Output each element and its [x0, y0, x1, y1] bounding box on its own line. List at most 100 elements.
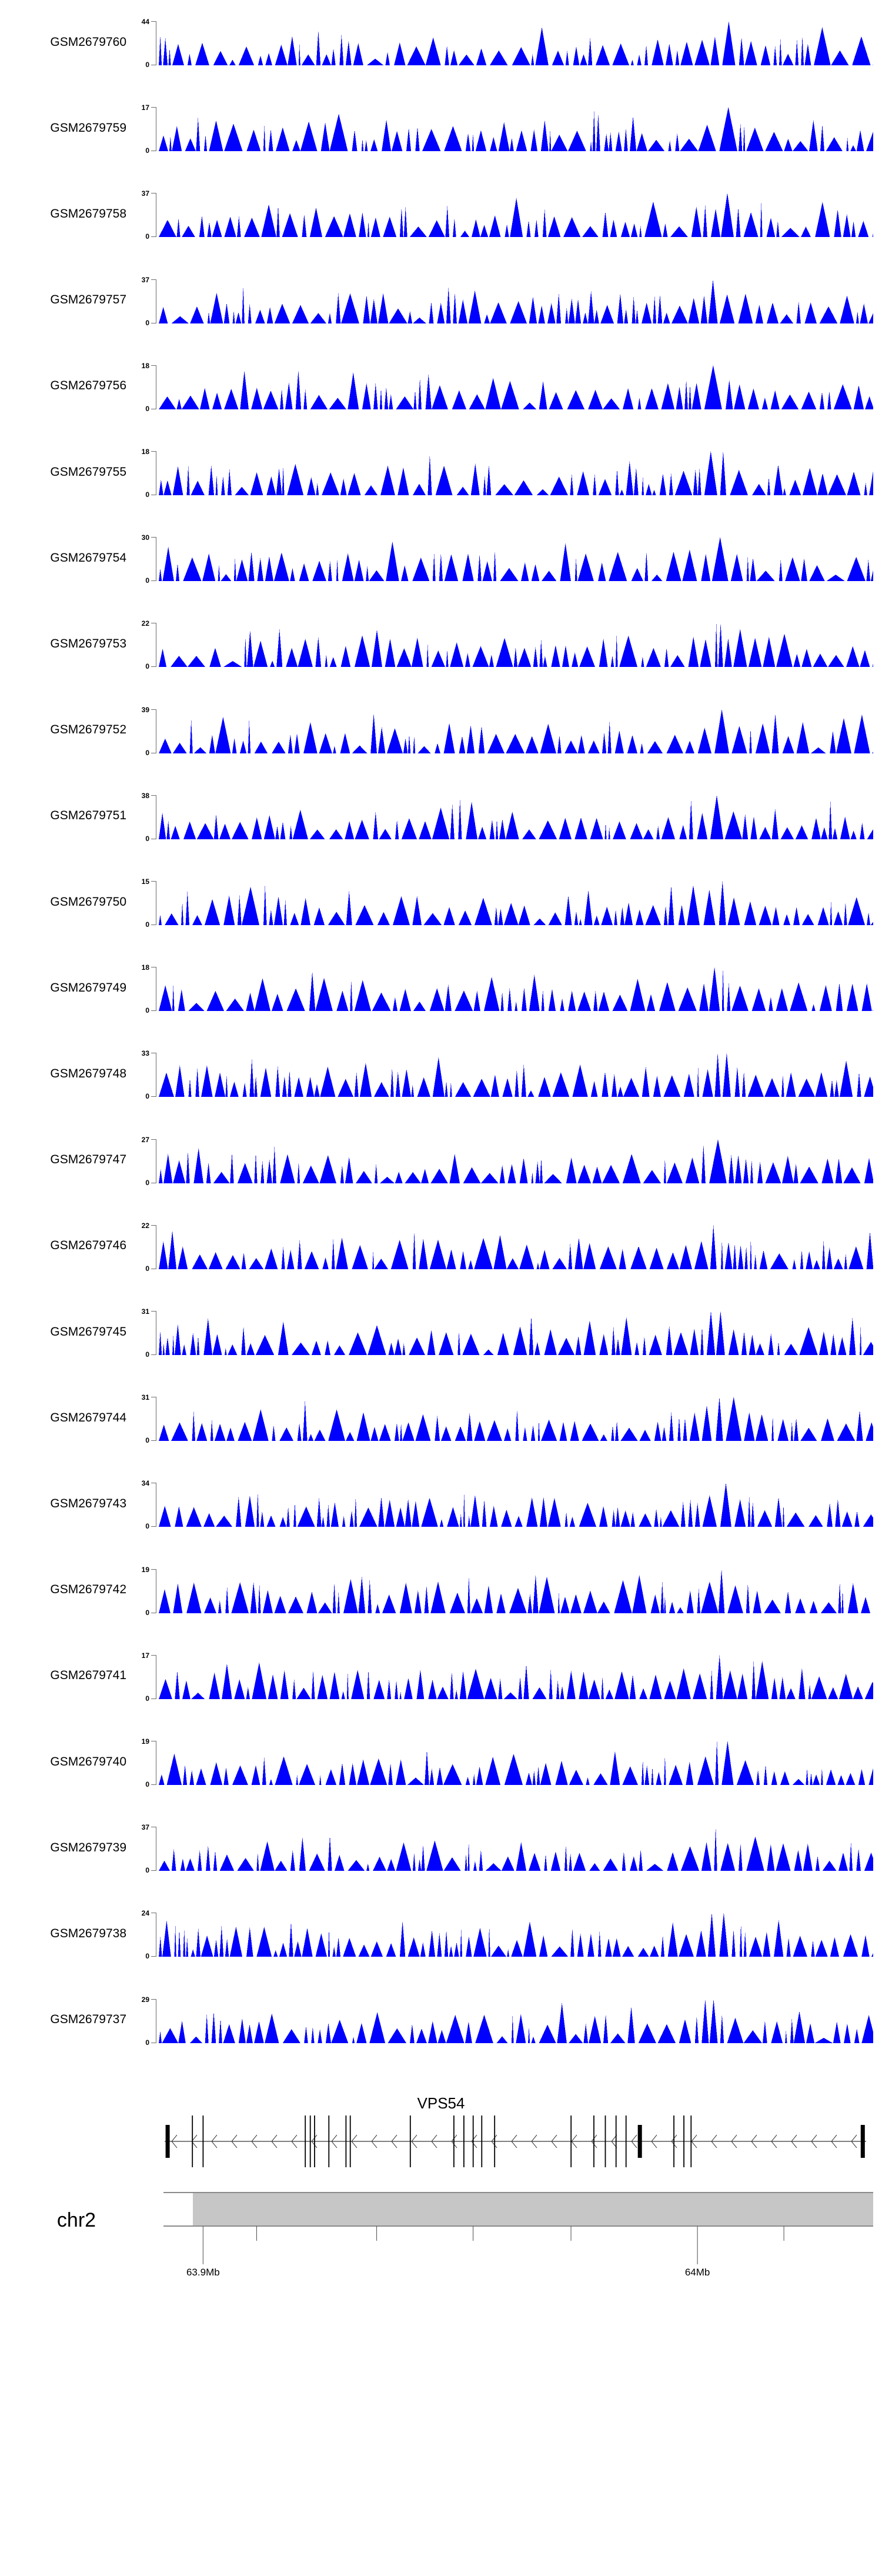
axis-tick-min [151, 236, 156, 238]
axis-max-value: 24 [141, 1909, 149, 1918]
coverage-plot [159, 1827, 873, 1871]
axis-min-value: 0 [145, 576, 149, 585]
chromosome-axis: chr2 63.9Mb 64Mb [0, 2189, 882, 2307]
coverage-plot [159, 795, 873, 839]
axis-max-value: 17 [141, 104, 149, 112]
axis-min-value: 0 [145, 1178, 149, 1187]
coverage-track: GSM2679746 22 0 [0, 1221, 882, 1272]
coverage-plot [159, 709, 873, 753]
coverage-plot [159, 1569, 873, 1613]
axis-max-value: 29 [141, 1995, 149, 2004]
coverage-plot [159, 1483, 873, 1527]
coverage-track: GSM2679758 37 0 [0, 190, 882, 240]
track-label: GSM2679759 [50, 121, 126, 135]
axis-min-value: 0 [145, 490, 149, 499]
track-axis: 24 0 [131, 1909, 159, 1961]
coverage-plot [159, 451, 873, 495]
axis-max-value: 39 [141, 705, 149, 714]
track-label: GSM2679747 [50, 1153, 126, 1167]
coverage-plot [159, 107, 873, 152]
axis-max-value: 18 [141, 963, 149, 972]
coordinate-tick-label: 63.9Mb [186, 2266, 220, 2278]
coverage-track: GSM2679738 24 0 [0, 1909, 882, 1961]
track-label: GSM2679757 [50, 293, 126, 307]
axis-max-value: 19 [141, 1737, 149, 1746]
axis-max-value: 30 [141, 533, 149, 542]
axis-tick-min [151, 1010, 156, 1012]
coverage-track: GSM2679750 15 0 [0, 878, 882, 929]
coverage-track: GSM2679755 18 0 [0, 448, 882, 499]
track-axis: 37 0 [131, 190, 159, 240]
track-axis: 19 0 [131, 1565, 159, 1617]
axis-tick-max [151, 1569, 156, 1570]
ideogram-region[interactable]: 63.9Mb 64Mb [159, 2189, 873, 2307]
track-label: GSM2679746 [50, 1239, 126, 1253]
track-label: GSM2679751 [50, 809, 126, 823]
track-axis: 34 0 [131, 1479, 159, 1531]
track-label: GSM2679760 [50, 35, 126, 49]
axis-max-value: 19 [141, 1565, 149, 1574]
axis-max-value: 34 [141, 1479, 149, 1488]
coverage-plot [159, 1139, 873, 1183]
axis-min-value: 0 [145, 404, 149, 413]
coverage-plot [159, 1053, 873, 1097]
track-axis: 33 0 [131, 1049, 159, 1100]
axis-tick-max [151, 451, 156, 452]
coverage-track: GSM2679742 19 0 [0, 1565, 882, 1617]
axis-min-value: 0 [145, 1522, 149, 1531]
axis-min-value: 0 [145, 1436, 149, 1445]
axis-max-value: 22 [141, 1221, 149, 1230]
coverage-track: GSM2679751 38 0 [0, 791, 882, 843]
coordinate-tick-label: 64Mb [684, 2266, 710, 2278]
axis-tick-min [151, 1096, 156, 1097]
gene-model-glyph[interactable] [159, 2092, 873, 2180]
axis-tick-max [151, 21, 156, 22]
coverage-track: GSM2679749 18 0 [0, 963, 882, 1014]
coverage-plot [159, 365, 873, 409]
axis-min-value: 0 [145, 1952, 149, 1961]
axis-max-value: 31 [141, 1393, 149, 1402]
gene-name-label: VPS54 [417, 2094, 465, 2112]
axis-min-value: 0 [145, 1694, 149, 1703]
track-label: GSM2679754 [50, 550, 126, 565]
axis-tick-max [151, 107, 156, 108]
axis-tick-max [151, 365, 156, 366]
track-axis: 37 0 [131, 276, 159, 326]
coverage-plot [159, 623, 873, 668]
coverage-plot [159, 279, 873, 323]
track-axis: 19 0 [131, 1737, 159, 1788]
axis-min-value: 0 [145, 1866, 149, 1875]
coverage-track: GSM2679756 18 0 [0, 362, 882, 413]
coverage-plot [159, 1998, 873, 2043]
track-label: GSM2679739 [50, 1840, 126, 1854]
track-axis: 31 0 [131, 1308, 159, 1359]
track-label: GSM2679758 [50, 206, 126, 221]
track-label: GSM2679738 [50, 1926, 126, 1940]
axis-max-value: 17 [141, 1651, 149, 1660]
axis-tick-min [151, 666, 156, 668]
axis-min-value: 0 [145, 834, 149, 843]
coverage-track: GSM2679740 19 0 [0, 1737, 882, 1788]
axis-tick-max [151, 709, 156, 710]
coverage-track: GSM2679747 27 0 [0, 1136, 882, 1187]
track-axis: 27 0 [131, 1136, 159, 1187]
coverage-plot [159, 1224, 873, 1269]
track-axis: 18 0 [131, 963, 159, 1014]
axis-max-value: 33 [141, 1049, 149, 1058]
track-label: GSM2679755 [50, 465, 126, 479]
axis-max-value: 38 [141, 791, 149, 800]
coverage-track: GSM2679745 31 0 [0, 1308, 882, 1359]
coverage-track: GSM2679754 30 0 [0, 533, 882, 585]
axis-tick-max [151, 1998, 156, 2000]
coverage-plot [159, 1741, 873, 1785]
axis-min-value: 0 [145, 1608, 149, 1617]
axis-min-value: 0 [145, 920, 149, 929]
track-label: GSM2679753 [50, 636, 126, 650]
track-axis: 22 0 [131, 1221, 159, 1272]
coverage-plot [159, 193, 873, 238]
coverage-track: GSM2679737 29 0 [0, 1995, 882, 2046]
axis-tick-max [151, 279, 156, 280]
axis-min-value: 0 [145, 1350, 149, 1359]
axis-min-value: 0 [145, 61, 149, 69]
axis-tick-min [151, 1870, 156, 1871]
